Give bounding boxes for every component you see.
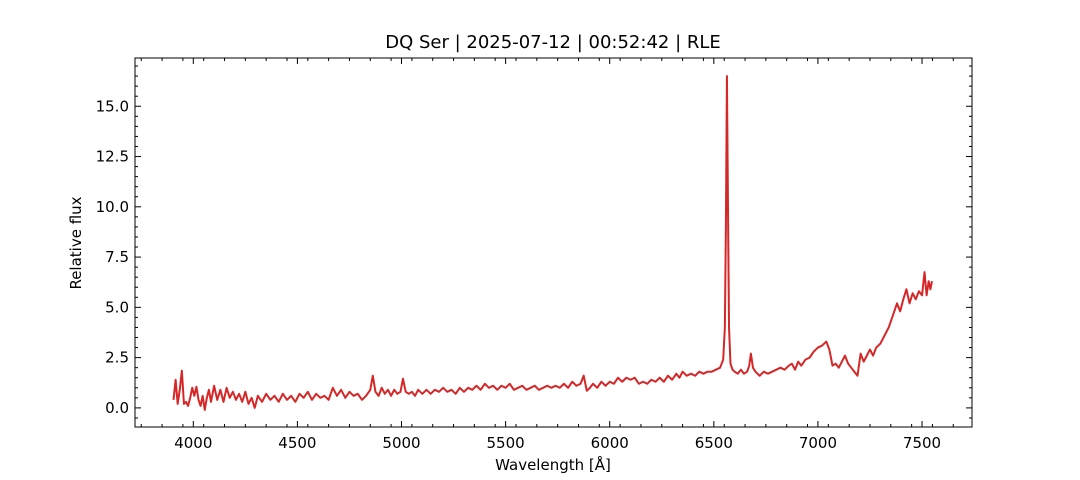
x-tick-label: 6000 xyxy=(591,434,629,452)
x-tick-label: 7500 xyxy=(903,434,941,452)
y-tick-label: 0.0 xyxy=(105,399,129,417)
y-tick-label: 12.5 xyxy=(96,148,129,166)
x-tick-label: 4000 xyxy=(174,434,212,452)
x-tick-label: 4500 xyxy=(278,434,316,452)
axes-frame xyxy=(134,57,973,428)
x-axis-label: Wavelength [Å] xyxy=(495,455,611,474)
y-tick-label: 2.5 xyxy=(105,349,129,367)
chart-title: DQ Ser | 2025-07-12 | 00:52:42 | RLE xyxy=(385,32,721,53)
y-axis-label: Relative flux xyxy=(67,196,85,289)
spectrum-line-0 xyxy=(172,75,933,411)
axes: 4000 4500 5000 5500 6000 6500 7000 7500 0.0 2.5 5.… xyxy=(96,57,973,452)
y-tick-label: 5.0 xyxy=(105,298,129,316)
plot-area xyxy=(172,75,933,411)
x-tick-label: 6500 xyxy=(695,434,733,452)
x-tick-label: 5000 xyxy=(382,434,420,452)
y-tick-label: 10.0 xyxy=(96,198,129,216)
x-tick-label: 5500 xyxy=(487,434,525,452)
y-tick-label: 15.0 xyxy=(96,97,129,115)
y-tick-label: 7.5 xyxy=(105,248,129,266)
x-tick-label: 7000 xyxy=(799,434,837,452)
